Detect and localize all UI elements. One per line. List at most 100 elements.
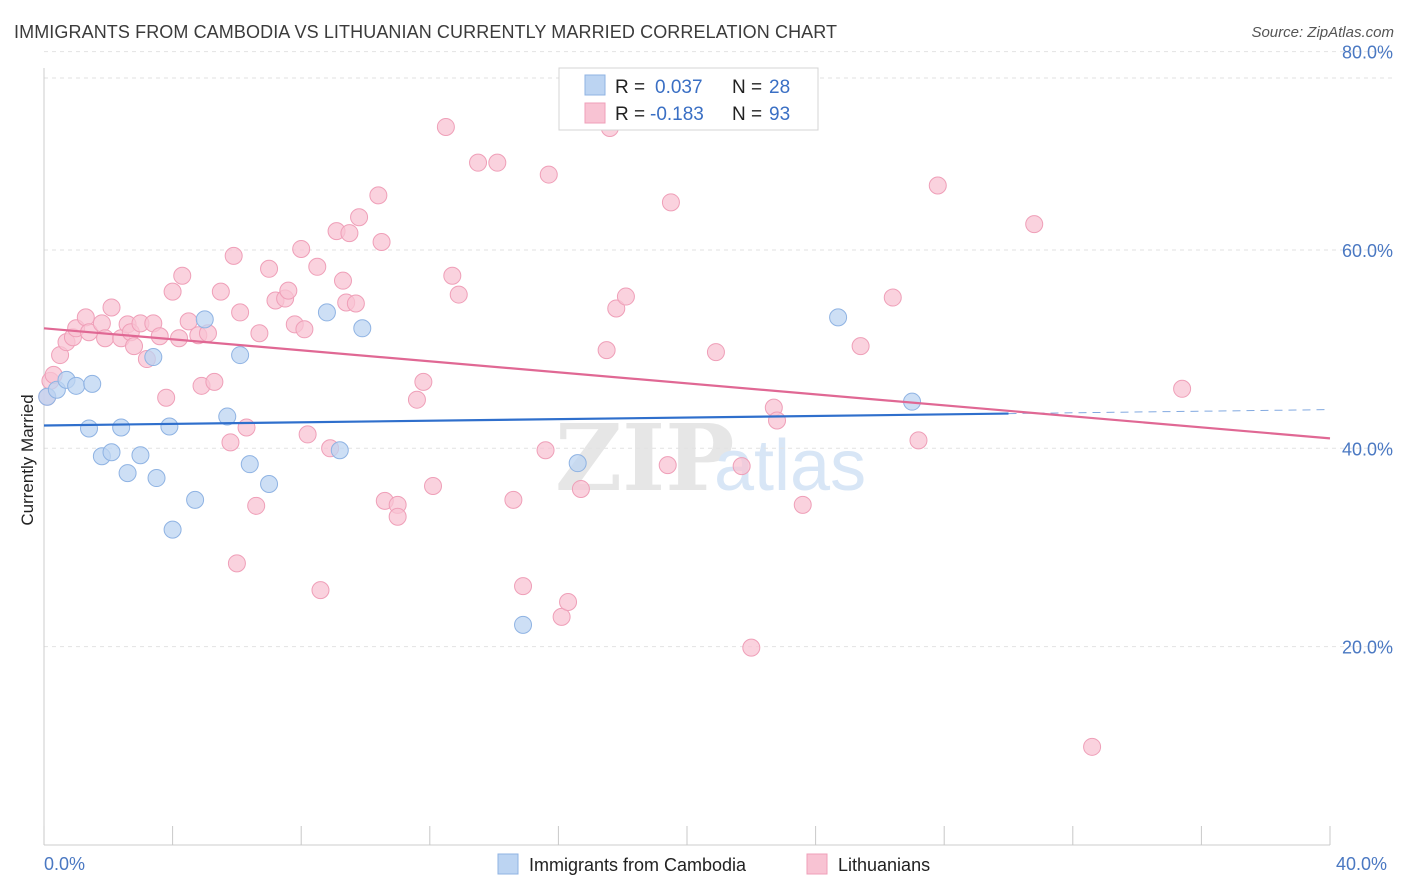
- lithuanian-point-36: [227, 554, 246, 573]
- lithuanian-point-84: [768, 411, 787, 430]
- lithuanian-point-45: [308, 257, 327, 276]
- lithuanian-point-58: [388, 507, 407, 526]
- lithuanian-point-69: [536, 441, 555, 460]
- lithuanian-point-60: [414, 372, 433, 391]
- cambodia-point-19: [240, 455, 259, 474]
- lithuanian-point-62: [436, 117, 455, 136]
- lithuanian-point-68: [514, 577, 533, 596]
- lithuanian-point-9: [92, 314, 111, 333]
- lithuanian-point-79: [661, 193, 680, 212]
- lithuanian-point-86: [851, 337, 870, 356]
- lithuanian-point-53: [346, 294, 365, 313]
- legend-r-value-1: 0.037: [655, 77, 703, 98]
- cambodia-point-23: [353, 319, 372, 338]
- cambodia-point-18: [231, 346, 250, 365]
- legend-n-value-2: 93: [769, 104, 790, 125]
- legend-r-label-2: R =: [615, 104, 645, 125]
- lithuanian-point-92: [1173, 379, 1192, 398]
- lithuanian-point-67: [504, 490, 523, 509]
- cambodia-point-12: [160, 417, 179, 436]
- cambodia-point-3: [67, 376, 86, 395]
- y-tick-labels: 20.0% 40.0% 60.0% 80.0%: [1342, 43, 1393, 658]
- lithuanian-point-29: [211, 282, 230, 301]
- lithuanian-point-51: [340, 224, 359, 243]
- lithuanian-point-49: [333, 271, 352, 290]
- lithuanian-point-15: [125, 337, 144, 356]
- lithuanian-point-7: [76, 308, 95, 327]
- lithuanian-point-31: [224, 246, 243, 265]
- cambodia-point-24: [514, 615, 533, 634]
- cambodia-point-8: [112, 418, 131, 437]
- lithuanian-point-80: [706, 343, 725, 362]
- lithuanian-point-87: [883, 288, 902, 307]
- lithuanian-point-91: [1083, 737, 1102, 756]
- cambodia-point-9: [118, 464, 137, 483]
- lithuanian-point-63: [443, 266, 462, 285]
- cambodia-point-26: [829, 308, 848, 327]
- lithuanian-point-73: [571, 479, 590, 498]
- y-tick-label-80: 80.0%: [1342, 43, 1393, 63]
- lithuanian-point-88: [909, 431, 928, 450]
- lithuanian-point-74: [597, 341, 616, 360]
- legend-swatch-cambodia: [584, 74, 606, 96]
- x-tick-label-max: 40.0%: [1336, 854, 1387, 874]
- cambodia-point-21: [317, 303, 336, 322]
- x-tick-label-min: 0.0%: [44, 854, 85, 874]
- cambodia-point-22: [330, 441, 349, 460]
- lithuanian-point-35: [250, 324, 269, 343]
- cambodia-point-11: [147, 469, 166, 488]
- cambodia-point-17: [218, 407, 237, 426]
- cambodia-point-25: [568, 454, 587, 473]
- lithuanian-point-52: [350, 208, 369, 227]
- lithuanian-point-54: [369, 186, 388, 205]
- lithuanian-point-32: [231, 303, 250, 322]
- cambodia-point-15: [163, 520, 182, 539]
- lithuanian-point-72: [559, 593, 578, 612]
- lithuanian-point-81: [732, 457, 751, 476]
- bottom-legend: Immigrants from Cambodia Lithuanians: [497, 853, 930, 875]
- y-tick-label-40: 40.0%: [1342, 439, 1393, 459]
- lithuanian-point-89: [928, 176, 947, 195]
- legend-r-value-2: -0.183: [650, 104, 704, 125]
- lithuanian-point-46: [311, 581, 330, 600]
- lithuanian-point-43: [295, 320, 314, 339]
- lithuanian-point-28: [205, 372, 224, 391]
- lithuanian-point-64: [449, 285, 468, 304]
- lithuanian-point-55: [372, 233, 391, 252]
- lithuanian-point-30: [221, 433, 240, 452]
- lithuanian-point-82: [742, 638, 761, 657]
- lithuanian-point-76: [607, 299, 626, 318]
- bottom-legend-swatch-cambodia: [497, 853, 519, 875]
- lithuanian-point-11: [102, 298, 121, 317]
- lithuanian-point-59: [407, 390, 426, 409]
- lithuanian-point-77: [616, 287, 635, 306]
- lithuanian-point-22: [170, 329, 189, 348]
- bottom-legend-swatch-lithuanian: [806, 853, 828, 875]
- lithuanian-point-66: [488, 153, 507, 172]
- cambodia-trend-line: [43, 412, 1009, 427]
- legend-swatch-lithuanian: [584, 102, 606, 124]
- lithuanian-point-37: [260, 259, 279, 278]
- chart-title: IMMIGRANTS FROM CAMBODIA VS LITHUANIAN C…: [14, 22, 838, 42]
- legend-r-label-1: R =: [615, 77, 645, 98]
- lithuanian-trend-line: [43, 327, 1331, 440]
- lithuanian-point-34: [247, 496, 266, 515]
- trend-lines: [43, 327, 1331, 440]
- lithuanian-point-19: [150, 327, 169, 346]
- lithuanian-point-78: [658, 456, 677, 475]
- y-tick-label-60: 60.0%: [1342, 241, 1393, 261]
- lithuanian-point-20: [157, 388, 176, 407]
- cambodia-point-13: [144, 348, 163, 367]
- legend-n-label-2: N =: [732, 104, 762, 125]
- bottom-legend-cambodia: Immigrants from Cambodia: [529, 855, 747, 875]
- cambodia-point-5: [80, 419, 99, 438]
- lithuanian-point-40: [279, 281, 298, 300]
- lithuanian-point-71: [552, 607, 571, 626]
- bottom-legend-lithuanian: Lithuanians: [838, 855, 930, 875]
- lithuanian-point-65: [469, 153, 488, 172]
- y-tick-label-20: 20.0%: [1342, 638, 1393, 658]
- lithuanian-point-23: [173, 266, 192, 285]
- lithuanian-point-42: [292, 239, 311, 258]
- cambodia-point-16: [195, 310, 214, 329]
